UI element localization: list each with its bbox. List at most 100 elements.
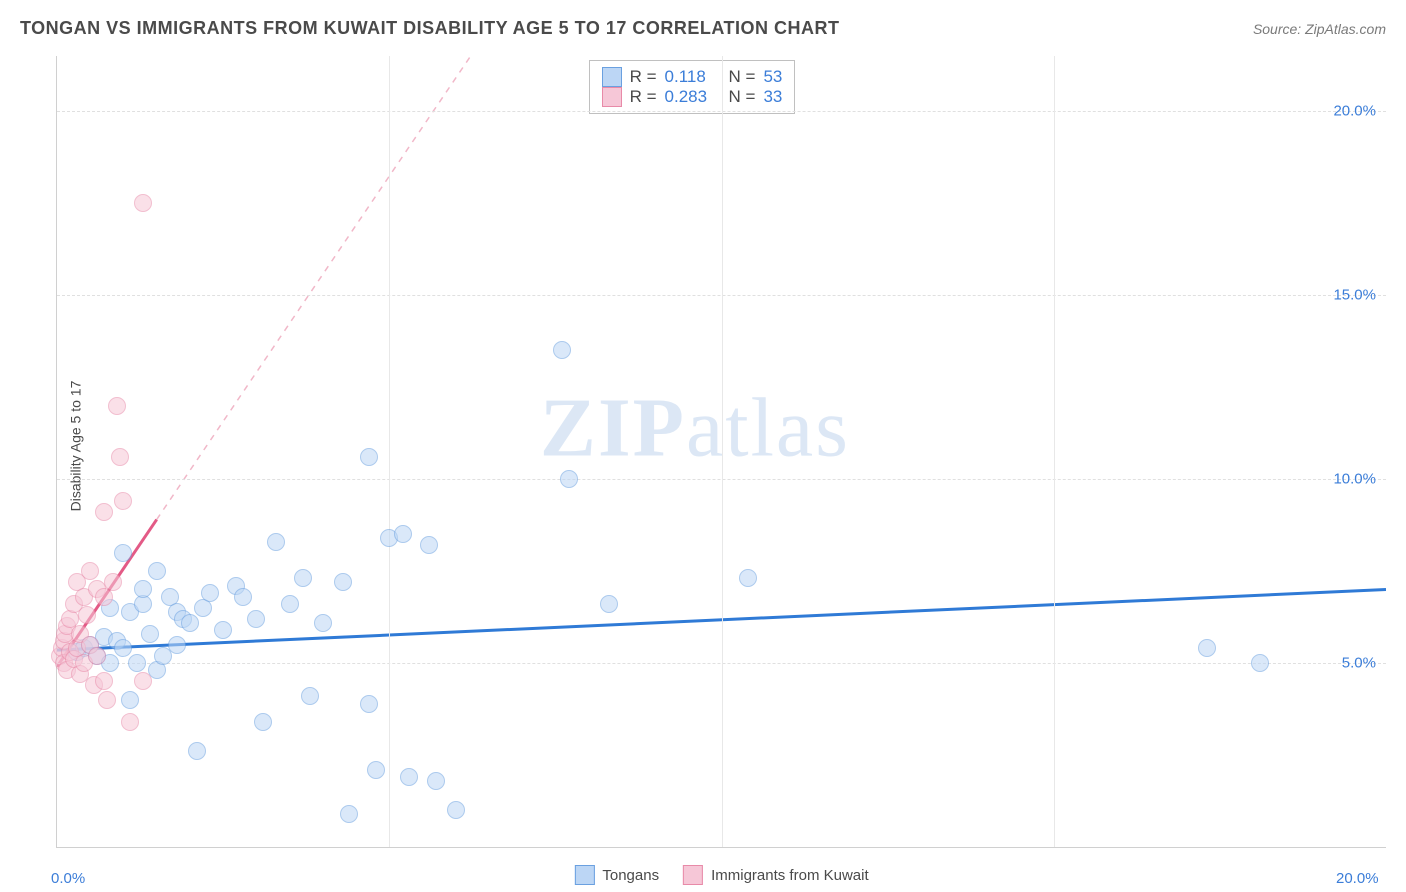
data-point <box>267 533 285 551</box>
data-point <box>78 606 96 624</box>
data-point <box>61 643 79 661</box>
data-point <box>134 194 152 212</box>
data-point <box>88 580 106 598</box>
data-point <box>85 676 103 694</box>
data-point <box>58 617 76 635</box>
data-point <box>53 639 71 657</box>
data-point <box>134 595 152 613</box>
trend-line <box>57 520 157 667</box>
data-point <box>394 525 412 543</box>
data-point <box>61 610 79 628</box>
data-point <box>81 636 99 654</box>
stats-legend: R = 0.118 N = 53R = 0.283 N = 33 <box>589 60 796 114</box>
data-point <box>148 661 166 679</box>
stat-n-label: N = <box>729 87 756 107</box>
data-point <box>1198 639 1216 657</box>
data-point <box>114 639 132 657</box>
data-point <box>121 713 139 731</box>
data-point <box>71 625 89 643</box>
watermark: ZIPatlas <box>540 379 850 476</box>
data-point <box>367 761 385 779</box>
data-point <box>58 661 76 679</box>
data-point <box>553 341 571 359</box>
data-point <box>148 562 166 580</box>
chart-title: TONGAN VS IMMIGRANTS FROM KUWAIT DISABIL… <box>20 18 840 39</box>
data-point <box>360 448 378 466</box>
data-point <box>81 636 99 654</box>
data-point <box>247 610 265 628</box>
data-point <box>301 687 319 705</box>
gridline-v <box>1054 56 1055 847</box>
data-point <box>108 397 126 415</box>
stat-r-value: 0.283 <box>665 87 721 107</box>
data-point <box>134 580 152 598</box>
legend-swatch <box>574 865 594 885</box>
data-point <box>121 691 139 709</box>
data-point <box>56 625 74 643</box>
data-point <box>360 695 378 713</box>
data-point <box>51 647 69 665</box>
data-point <box>95 628 113 646</box>
data-point <box>427 772 445 790</box>
data-point <box>154 647 172 665</box>
data-point <box>227 577 245 595</box>
scatter-plot: ZIPatlas R =0.118N =53R =0.283N =33 Tong… <box>56 56 1386 848</box>
series-legend: Tongans Immigrants from Kuwait <box>574 865 868 885</box>
data-point <box>314 614 332 632</box>
data-point <box>281 595 299 613</box>
data-point <box>75 588 93 606</box>
legend-swatch <box>683 865 703 885</box>
stat-n-value: 53 <box>763 67 782 87</box>
y-tick-label: 10.0% <box>1333 471 1376 488</box>
y-tick-label: 20.0% <box>1333 103 1376 120</box>
data-point <box>88 647 106 665</box>
legend-label: Tongans <box>602 867 659 884</box>
data-point <box>194 599 212 617</box>
data-point <box>75 639 93 657</box>
data-point <box>95 672 113 690</box>
x-tick-label: 0.0% <box>51 870 85 887</box>
gridline-v <box>722 56 723 847</box>
stat-n-value: 33 <box>763 87 782 107</box>
data-point <box>114 492 132 510</box>
stat-r-label: R = <box>630 87 657 107</box>
x-tick-label: 20.0% <box>1336 870 1379 887</box>
data-point <box>420 536 438 554</box>
data-point <box>181 614 199 632</box>
legend-label: Immigrants from Kuwait <box>711 867 869 884</box>
stats-legend-row: R =0.118N =53 <box>602 67 783 87</box>
data-point <box>81 562 99 580</box>
data-point <box>88 647 106 665</box>
data-point <box>141 625 159 643</box>
data-point <box>101 599 119 617</box>
data-point <box>168 603 186 621</box>
watermark-zip: ZIP <box>540 381 686 474</box>
data-point <box>234 588 252 606</box>
data-point <box>214 621 232 639</box>
data-point <box>400 768 418 786</box>
stat-n-label: N = <box>729 67 756 87</box>
watermark-atlas: atlas <box>686 381 850 474</box>
data-point <box>68 643 86 661</box>
data-point <box>55 632 73 650</box>
data-point <box>201 584 219 602</box>
trend-line <box>157 56 496 520</box>
data-point <box>168 636 186 654</box>
data-point <box>114 544 132 562</box>
data-point <box>134 672 152 690</box>
data-point <box>98 691 116 709</box>
data-point <box>68 573 86 591</box>
data-point <box>600 595 618 613</box>
legend-swatch <box>602 67 622 87</box>
data-point <box>739 569 757 587</box>
data-point <box>108 632 126 650</box>
legend-item: Tongans <box>574 865 659 885</box>
source-attribution: Source: ZipAtlas.com <box>1253 21 1386 37</box>
data-point <box>188 742 206 760</box>
data-point <box>161 588 179 606</box>
data-point <box>95 588 113 606</box>
data-point <box>111 448 129 466</box>
stat-r-value: 0.118 <box>665 67 721 87</box>
gridline-v <box>389 56 390 847</box>
stats-legend-row: R = 0.283 N = 33 <box>602 87 783 107</box>
